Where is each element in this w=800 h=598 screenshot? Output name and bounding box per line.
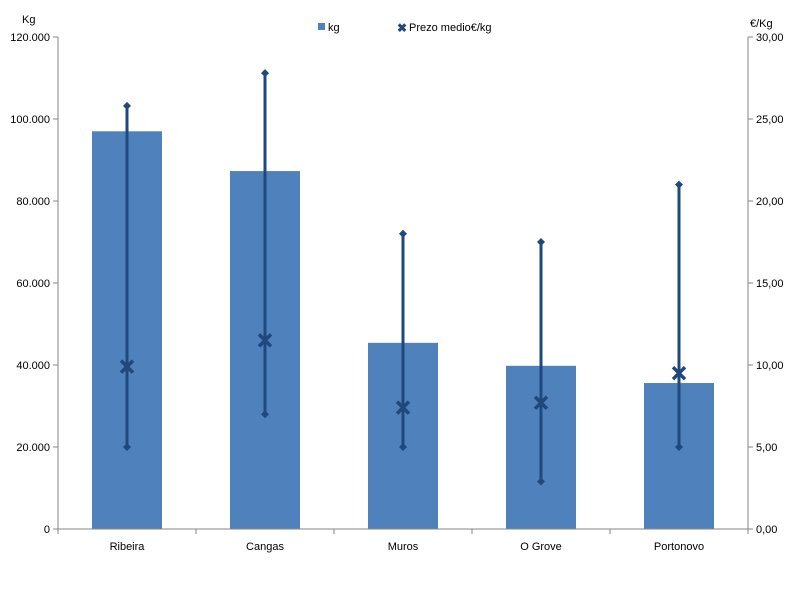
x-tick-label: Cangas bbox=[246, 541, 284, 553]
y2-tick-label: 30,00 bbox=[756, 32, 784, 44]
legend-label-kg: kg bbox=[328, 22, 340, 34]
y2-tick-label: 10,00 bbox=[756, 360, 784, 372]
y-tick-label: 0 bbox=[44, 524, 50, 536]
x-tick-label: Muros bbox=[388, 541, 419, 553]
price-low-marker bbox=[123, 443, 131, 451]
price-low-marker bbox=[537, 477, 545, 486]
y2-tick-label: 5,00 bbox=[756, 442, 777, 454]
y2-axis-title: €/Kg bbox=[750, 18, 773, 30]
price-mean-marker bbox=[533, 395, 549, 410]
legend: kg ✖ Prezo medio€/kg bbox=[318, 21, 492, 35]
x-tick-label: Portonovo bbox=[654, 541, 704, 553]
price-high-marker bbox=[261, 69, 269, 78]
price-low-marker bbox=[261, 410, 269, 419]
y-tick-label: 80.000 bbox=[16, 196, 50, 208]
x-tick-label: Ribeira bbox=[110, 541, 146, 553]
price-mean-marker bbox=[119, 359, 135, 374]
price-high-marker bbox=[537, 238, 545, 246]
y-tick-label: 20.000 bbox=[16, 442, 50, 454]
y2-tick-label: 15,00 bbox=[756, 278, 784, 290]
y2-tick-label: 20,00 bbox=[756, 196, 784, 208]
price-mean-marker bbox=[395, 400, 411, 415]
y-tick-label: 40.000 bbox=[16, 360, 50, 372]
price-mean-marker bbox=[257, 333, 273, 348]
x-tick-label: O Grove bbox=[520, 541, 562, 553]
price-high-marker bbox=[675, 180, 683, 189]
price-mean-marker bbox=[671, 365, 687, 381]
y-tick-label: 120.000 bbox=[10, 32, 50, 44]
y-tick-label: 60.000 bbox=[16, 278, 50, 290]
y-tick-label: 100.000 bbox=[10, 114, 50, 126]
price-high-marker bbox=[399, 229, 407, 238]
price-low-marker bbox=[399, 443, 407, 451]
y-axis-title: Kg bbox=[22, 14, 35, 26]
legend-label-price: Prezo medio€/kg bbox=[409, 22, 492, 34]
y2-tick-label: 0,00 bbox=[756, 524, 777, 536]
y2-tick-label: 25,00 bbox=[756, 114, 784, 126]
legend-swatch-kg bbox=[318, 23, 325, 30]
price-high-marker bbox=[123, 101, 131, 110]
price-low-marker bbox=[675, 443, 683, 451]
legend-x-marker-icon: ✖ bbox=[397, 21, 407, 35]
